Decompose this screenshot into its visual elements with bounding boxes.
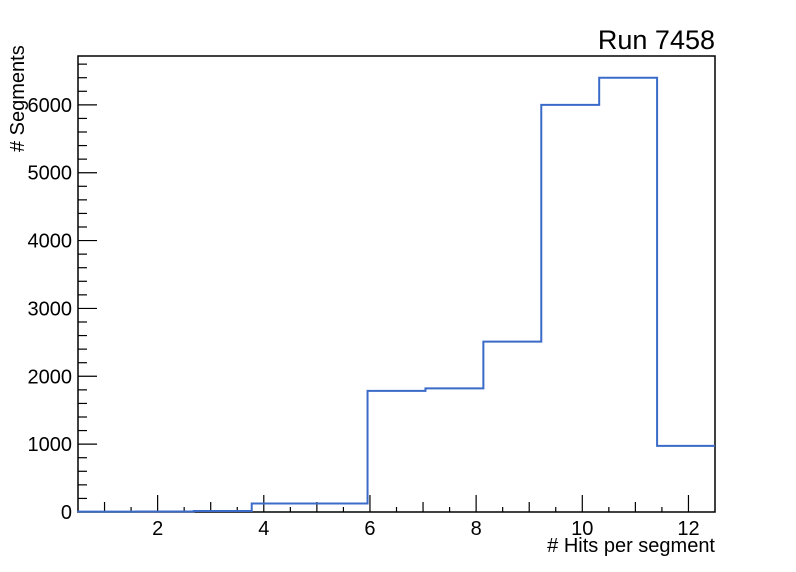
x-tick-label: 6: [364, 518, 375, 540]
x-tick-label: 4: [258, 518, 269, 540]
x-axis-title: # Hits per segment: [547, 535, 715, 557]
histogram-line: [77, 76, 715, 513]
y-tick-label: 2000: [28, 366, 73, 388]
x-tick-label: 8: [471, 518, 482, 540]
chart-title: Run 7458: [597, 25, 715, 55]
x-tick-label: 12: [677, 518, 699, 540]
plot-frame: [77, 55, 716, 513]
y-tick-label: 1000: [28, 434, 73, 456]
x-tick-label: 2: [152, 518, 163, 540]
y-tick-label: 6000: [28, 95, 73, 117]
y-axis-title: # Segments: [7, 45, 29, 152]
y-tick-label: 4000: [28, 231, 73, 253]
x-tick-label: 10: [571, 518, 593, 540]
y-tick-label: 0: [61, 502, 72, 524]
y-tick-label: 5000: [28, 163, 73, 185]
y-tick-label: 3000: [28, 298, 73, 320]
